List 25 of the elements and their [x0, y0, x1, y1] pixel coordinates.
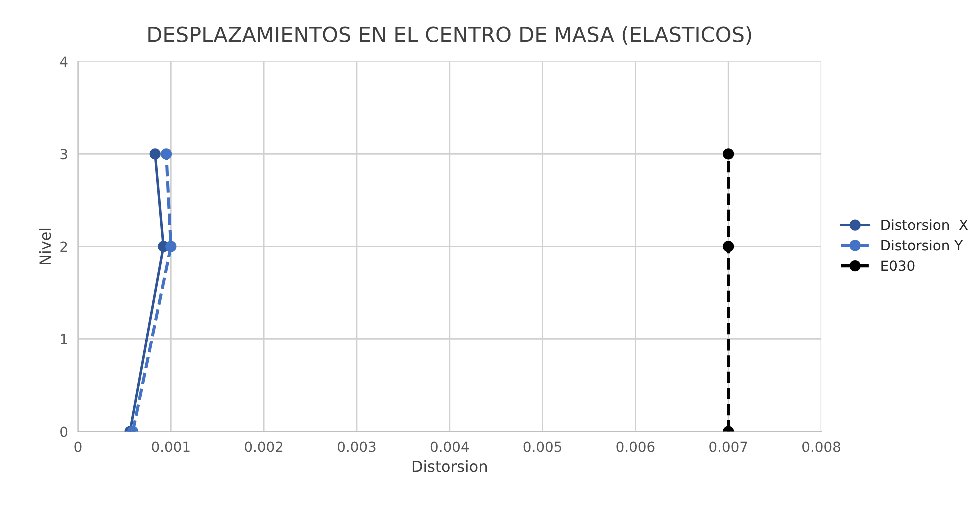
y-tick-label: 2: [60, 242, 68, 252]
y-tick-label: 3: [60, 149, 68, 160]
point: [723, 148, 734, 160]
x-tick-label: 0.008: [802, 442, 840, 452]
x-tick-label: 0.006: [616, 442, 655, 452]
y-tick-label: 1: [61, 334, 68, 345]
point: [723, 241, 734, 252]
x-tick-label: 0.005: [524, 442, 562, 452]
x-axis-title: Distorsion: [412, 460, 487, 472]
point: [150, 148, 161, 160]
x-tick-label: 0.002: [245, 442, 283, 452]
y-tick-label: 4: [60, 56, 68, 67]
x-tick-label: 0.001: [152, 442, 190, 452]
legend-label: Distorsion Y: [882, 240, 964, 251]
chart-title: DESPLAZAMIENTOS EN EL CENTRO DE MASA (ELASTICOS): [148, 26, 752, 45]
x-tick-label: 0.004: [430, 442, 469, 452]
x-tick-label: 0.003: [338, 442, 376, 452]
point: [160, 148, 172, 160]
x-tick-label: 0: [74, 442, 82, 452]
y-tick-label: 0: [60, 426, 68, 438]
y-axis-title: Nivel: [39, 228, 52, 264]
x-tick-label: 0.007: [710, 442, 748, 452]
point: [166, 241, 177, 252]
legend-label: E030: [882, 260, 915, 272]
legend-label: Distorsion X: [882, 220, 968, 230]
